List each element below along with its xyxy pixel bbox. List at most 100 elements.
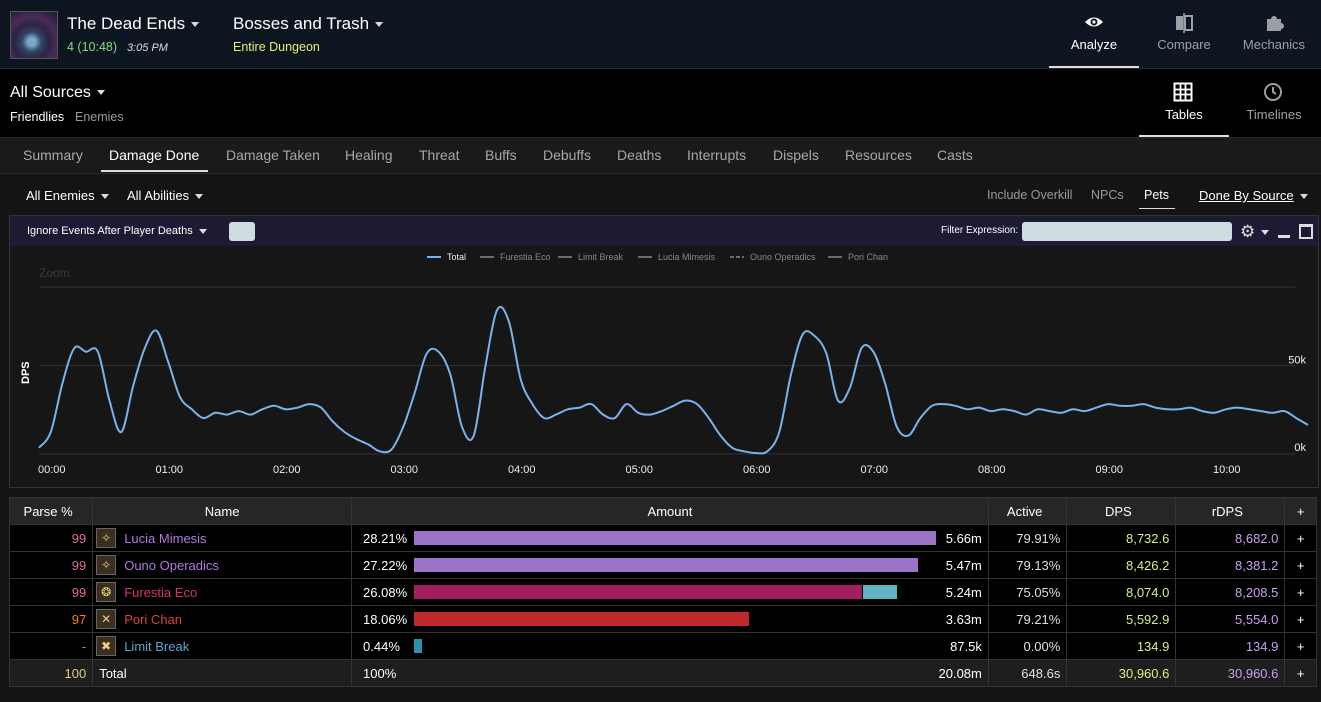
col-name[interactable]: Name [92, 497, 353, 525]
x-tick-label: 03:00 [391, 464, 419, 476]
view-timelines[interactable]: Timelines [1229, 69, 1319, 137]
col-parse[interactable]: Parse % [8, 497, 94, 525]
amount-cell: 28.21% 5.66m [351, 524, 989, 552]
damage-table: Parse % Name Amount Active DPS rDPS + 99… [8, 497, 1317, 687]
nav-mechanics[interactable]: Mechanics [1229, 0, 1319, 68]
tab-damage-taken[interactable]: Damage Taken [226, 147, 320, 163]
minimize-icon[interactable] [1278, 221, 1290, 239]
table-row[interactable]: 99 ❂ Furestia Eco 26.08% 5.24m 75.05% 8,074.0 8… [8, 578, 1317, 606]
events-toggle[interactable] [229, 222, 255, 241]
legend-item[interactable]: Pori Chan [848, 252, 888, 262]
view-timelines-label: Timelines [1246, 107, 1302, 122]
ignore-events-dropdown[interactable]: Ignore Events After Player Deaths [27, 225, 207, 237]
gear-icon[interactable]: ⚙ [1240, 222, 1269, 242]
tab-deaths[interactable]: Deaths [617, 147, 662, 163]
filter-bar: All Enemies All Abilities Include Overki… [0, 174, 1321, 216]
filter-expression-input[interactable] [1022, 222, 1232, 241]
col-dps[interactable]: DPS [1066, 497, 1177, 525]
sources-selector[interactable]: All Sources [10, 84, 105, 102]
rdps-cell: 5,554.0 [1175, 605, 1286, 633]
expand-button[interactable]: + [1284, 578, 1317, 606]
expand-button[interactable]: + [1284, 632, 1317, 660]
legend-item[interactable]: Lucia Mimesis [658, 252, 716, 262]
parse-cell: - [8, 632, 94, 660]
tab-dispels[interactable]: Dispels [773, 147, 819, 163]
dps-cell: 5,592.9 [1066, 605, 1177, 633]
zone-selector[interactable]: The Dead Ends [67, 14, 199, 34]
tab-buffs[interactable]: Buffs [485, 147, 517, 163]
legend-item[interactable]: Total [447, 252, 466, 262]
table-row[interactable]: 99 ✧ Ouno Operadics 27.22% 5.47m 79.13% 8,426.… [8, 551, 1317, 579]
view-tables-label: Tables [1165, 107, 1203, 122]
tab-resources[interactable]: Resources [845, 147, 912, 163]
active-cell: 75.05% [987, 578, 1068, 606]
player-name-link[interactable]: Furestia Eco [124, 584, 198, 600]
maximize-icon[interactable] [1299, 224, 1313, 239]
astrologian-icon: ✧ [96, 528, 117, 548]
grid-icon [1173, 82, 1193, 102]
expand-button[interactable]: + [1284, 524, 1317, 552]
series-line-total[interactable] [38, 305, 1309, 455]
pets-active-indicator [1139, 208, 1175, 209]
abilities-dropdown[interactable]: All Abilities [127, 188, 203, 203]
amount-cell: 26.08% 5.24m [351, 578, 989, 606]
amount-value: 5.47m [945, 558, 982, 573]
table-row[interactable]: - ✖ Limit Break 0.44% 87.5k 0.00% 134.9 134.9 + [8, 632, 1317, 660]
nav-analyze[interactable]: Analyze [1049, 0, 1139, 68]
tab-interrupts[interactable]: Interrupts [687, 147, 747, 163]
done-by-dropdown[interactable]: Done By Source [1199, 188, 1308, 203]
amount-bar [414, 639, 422, 653]
name-cell: Total [92, 659, 353, 687]
x-tick-label: 07:00 [861, 464, 889, 476]
player-name-link[interactable]: Limit Break [124, 638, 190, 654]
expand-button[interactable]: + [1284, 605, 1317, 633]
player-name-link[interactable]: Pori Chan [124, 611, 183, 627]
player-name-link[interactable]: Lucia Mimesis [124, 530, 207, 546]
amount-percent: 27.22% [363, 558, 408, 573]
rdps-cell: 8,208.5 [1175, 578, 1286, 606]
tab-healing[interactable]: Healing [345, 147, 393, 163]
enemies-filter[interactable]: Enemies [75, 110, 124, 124]
rdps-cell: 8,682.0 [1175, 524, 1286, 552]
col-active[interactable]: Active [987, 497, 1068, 525]
report-header: The Dead Ends 4 (10:48) 3:05 PM Bosses a… [0, 0, 1321, 69]
table-total-row[interactable]: 100 Total 100% 20.08m 648.6s 30,960.6 30,960.6… [8, 659, 1317, 687]
expand-button[interactable]: + [1284, 551, 1317, 579]
report-tabs: Summary Damage Done Damage Taken Healing… [0, 138, 1321, 174]
nav-compare[interactable]: Compare [1139, 0, 1229, 68]
amount-bar [414, 558, 919, 572]
pets-toggle[interactable]: Pets [1144, 188, 1170, 202]
dps-cell: 134.9 [1066, 632, 1177, 660]
active-cell: 79.91% [987, 524, 1068, 552]
tab-damage-done[interactable]: Damage Done [109, 147, 200, 163]
tab-threat[interactable]: Threat [419, 147, 460, 163]
amount-cell: 18.06% 3.63m [351, 605, 989, 633]
table-row[interactable]: 97 ✕ Pori Chan 18.06% 3.63m 79.21% 5,592.9 5,55… [8, 605, 1317, 633]
tab-casts[interactable]: Casts [937, 147, 973, 163]
friendlies-filter[interactable]: Friendlies [10, 110, 65, 124]
tab-debuffs[interactable]: Debuffs [543, 147, 591, 163]
pet-amount-bar [862, 585, 897, 599]
rdps-cell: 8,381.2 [1175, 551, 1286, 579]
col-expand[interactable]: + [1284, 497, 1317, 525]
npcs-toggle[interactable]: NPCs [1091, 188, 1124, 202]
active-cell: 79.21% [987, 605, 1068, 633]
tab-summary[interactable]: Summary [23, 147, 83, 163]
clock-icon [1264, 83, 1282, 101]
col-amount[interactable]: Amount [351, 497, 989, 525]
enemies-dropdown[interactable]: All Enemies [26, 188, 109, 203]
col-rdps[interactable]: rDPS [1175, 497, 1286, 525]
nav-analyze-label: Analyze [1070, 37, 1118, 52]
encounter-selector[interactable]: Bosses and Trash [233, 14, 383, 34]
legend-item[interactable]: Furestia Eco [500, 252, 551, 262]
rdps-cell: 30,960.6 [1175, 659, 1286, 687]
parse-cell: 99 [8, 524, 94, 552]
table-row[interactable]: 99 ✧ Lucia Mimesis 28.21% 5.66m 79.91% 8,732.6… [8, 524, 1317, 552]
include-overkill-toggle[interactable]: Include Overkill [987, 188, 1073, 202]
legend-item[interactable]: Ouno Operadics [750, 252, 816, 262]
view-tables[interactable]: Tables [1139, 69, 1229, 137]
legend-item[interactable]: Limit Break [578, 252, 624, 262]
expand-button[interactable]: + [1284, 659, 1317, 687]
player-name-link[interactable]: Ouno Operadics [124, 557, 219, 573]
dps-chart[interactable]: Total Furestia Eco Limit Break Lucia Mimesi… [10, 246, 1318, 486]
